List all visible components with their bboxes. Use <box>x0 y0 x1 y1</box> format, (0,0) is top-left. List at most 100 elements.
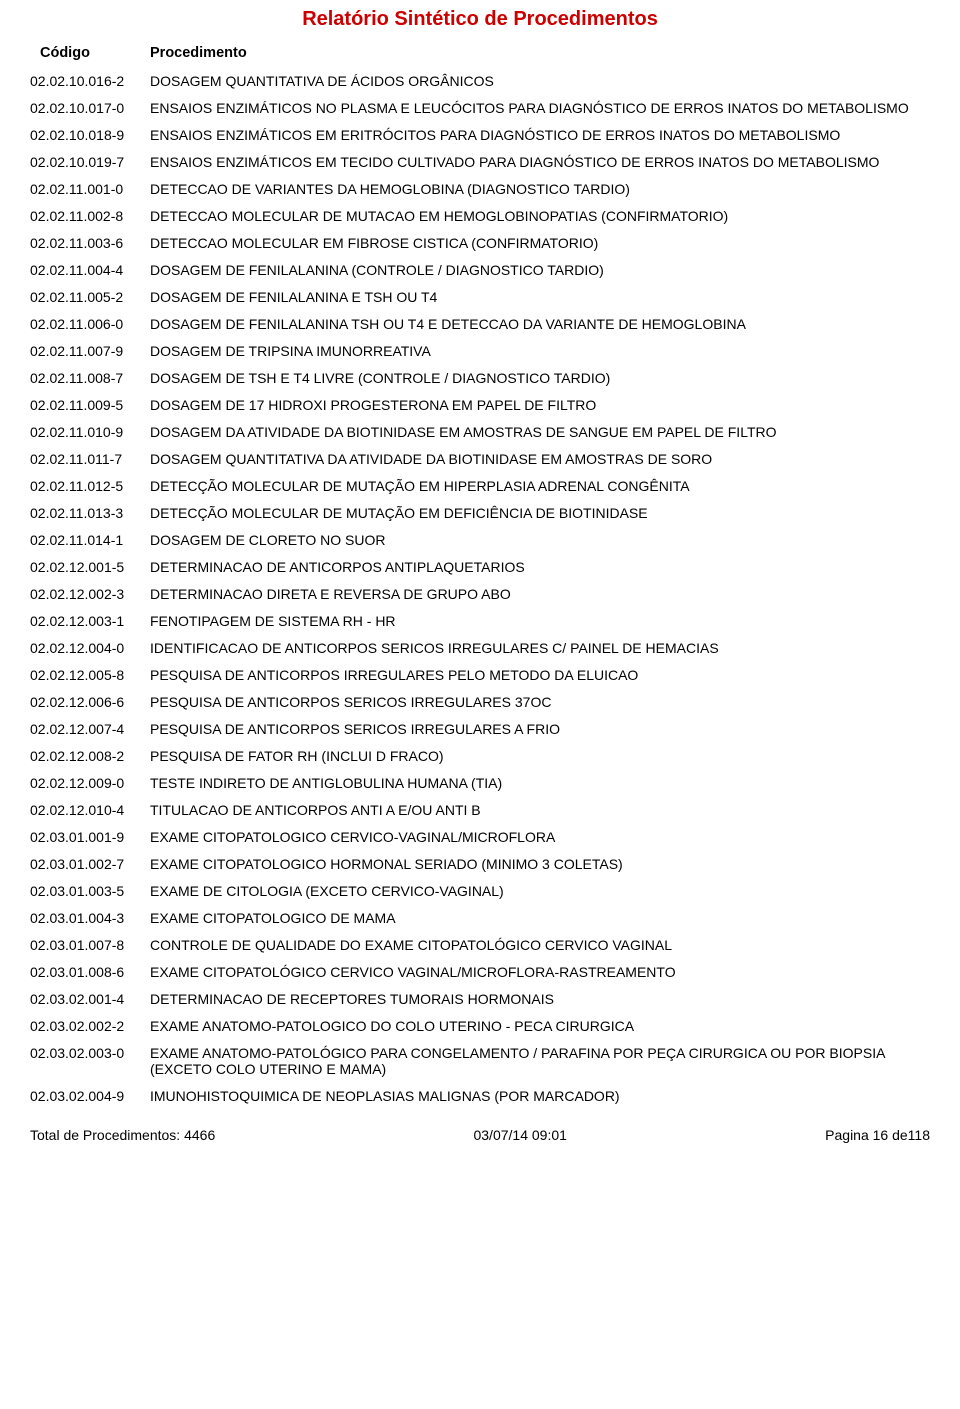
table-row: 02.02.12.007-4PESQUISA DE ANTICORPOS SER… <box>30 715 930 742</box>
row-procedure: EXAME CITOPATOLOGICO DE MAMA <box>150 910 930 926</box>
row-code: 02.02.12.001-5 <box>30 559 150 575</box>
table-row: 02.02.11.006-0DOSAGEM DE FENILALANINA TS… <box>30 310 930 337</box>
footer-total: Total de Procedimentos: 4466 <box>30 1127 215 1143</box>
row-code: 02.02.12.004-0 <box>30 640 150 656</box>
row-procedure: DOSAGEM DE FENILALANINA E TSH OU T4 <box>150 289 930 305</box>
row-code: 02.02.12.002-3 <box>30 586 150 602</box>
row-code: 02.03.02.004-9 <box>30 1088 150 1104</box>
row-procedure: EXAME ANATOMO-PATOLOGICO DO COLO UTERINO… <box>150 1018 930 1034</box>
table-body: 02.02.10.016-2DOSAGEM QUANTITATIVA DE ÁC… <box>30 67 930 1109</box>
row-code: 02.02.11.001-0 <box>30 181 150 197</box>
row-procedure: DETECÇÃO MOLECULAR DE MUTAÇÃO EM DEFICIÊ… <box>150 505 930 521</box>
row-code: 02.03.01.004-3 <box>30 910 150 926</box>
row-procedure: DETERMINACAO DE RECEPTORES TUMORAIS HORM… <box>150 991 930 1007</box>
row-code: 02.03.02.003-0 <box>30 1045 150 1077</box>
table-row: 02.02.11.011-7DOSAGEM QUANTITATIVA DA AT… <box>30 445 930 472</box>
row-code: 02.02.10.016-2 <box>30 73 150 89</box>
table-row: 02.03.02.002-2EXAME ANATOMO-PATOLOGICO D… <box>30 1012 930 1039</box>
row-code: 02.02.10.019-7 <box>30 154 150 170</box>
row-procedure: DOSAGEM QUANTITATIVA DE ÁCIDOS ORGÂNICOS <box>150 73 930 89</box>
row-code: 02.02.11.011-7 <box>30 451 150 467</box>
row-code: 02.02.12.003-1 <box>30 613 150 629</box>
row-procedure: DETERMINACAO DIRETA E REVERSA DE GRUPO A… <box>150 586 930 602</box>
row-procedure: EXAME CITOPATOLOGICO HORMONAL SERIADO (M… <box>150 856 930 872</box>
page-footer: Total de Procedimentos: 4466 03/07/14 09… <box>0 1109 960 1153</box>
table-row: 02.02.11.003-6DETECCAO MOLECULAR EM FIBR… <box>30 229 930 256</box>
row-procedure: CONTROLE DE QUALIDADE DO EXAME CITOPATOL… <box>150 937 930 953</box>
report-page: Relatório Sintético de Procedimentos Cód… <box>0 0 960 1109</box>
table-row: 02.02.10.019-7ENSAIOS ENZIMÁTICOS EM TEC… <box>30 148 930 175</box>
row-procedure: DOSAGEM DA ATIVIDADE DA BIOTINIDASE EM A… <box>150 424 930 440</box>
row-code: 02.02.11.004-4 <box>30 262 150 278</box>
table-row: 02.03.01.001-9EXAME CITOPATOLOGICO CERVI… <box>30 823 930 850</box>
table-row: 02.02.11.013-3DETECÇÃO MOLECULAR DE MUTA… <box>30 499 930 526</box>
table-row: 02.03.01.004-3EXAME CITOPATOLOGICO DE MA… <box>30 904 930 931</box>
row-procedure: DETECCAO MOLECULAR EM FIBROSE CISTICA (C… <box>150 235 930 251</box>
row-code: 02.03.01.007-8 <box>30 937 150 953</box>
row-code: 02.02.11.014-1 <box>30 532 150 548</box>
row-procedure: DOSAGEM DE TSH E T4 LIVRE (CONTROLE / DI… <box>150 370 930 386</box>
row-code: 02.02.11.010-9 <box>30 424 150 440</box>
row-code: 02.03.01.008-6 <box>30 964 150 980</box>
table-row: 02.03.01.007-8CONTROLE DE QUALIDADE DO E… <box>30 931 930 958</box>
row-procedure: ENSAIOS ENZIMÁTICOS NO PLASMA E LEUCÓCIT… <box>150 100 930 116</box>
table-row: 02.02.12.010-4TITULACAO DE ANTICORPOS AN… <box>30 796 930 823</box>
table-row: 02.02.10.018-9ENSAIOS ENZIMÁTICOS EM ERI… <box>30 121 930 148</box>
row-code: 02.02.11.005-2 <box>30 289 150 305</box>
row-code: 02.03.01.003-5 <box>30 883 150 899</box>
table-row: 02.03.02.004-9IMUNOHISTOQUIMICA DE NEOPL… <box>30 1082 930 1109</box>
table-row: 02.02.12.004-0IDENTIFICACAO DE ANTICORPO… <box>30 634 930 661</box>
table-row: 02.02.10.016-2DOSAGEM QUANTITATIVA DE ÁC… <box>30 67 930 94</box>
table-row: 02.02.11.010-9DOSAGEM DA ATIVIDADE DA BI… <box>30 418 930 445</box>
row-code: 02.02.10.017-0 <box>30 100 150 116</box>
table-row: 02.02.12.008-2PESQUISA DE FATOR RH (INCL… <box>30 742 930 769</box>
row-procedure: PESQUISA DE ANTICORPOS IRREGULARES PELO … <box>150 667 930 683</box>
row-procedure: DETECÇÃO MOLECULAR DE MUTAÇÃO EM HIPERPL… <box>150 478 930 494</box>
row-procedure: IMUNOHISTOQUIMICA DE NEOPLASIAS MALIGNAS… <box>150 1088 930 1104</box>
row-procedure: EXAME ANATOMO-PATOLÓGICO PARA CONGELAMEN… <box>150 1045 930 1077</box>
footer-timestamp: 03/07/14 09:01 <box>473 1127 566 1143</box>
report-title: Relatório Sintético de Procedimentos <box>30 8 930 31</box>
row-procedure: DOSAGEM DE TRIPSINA IMUNORREATIVA <box>150 343 930 359</box>
row-procedure: PESQUISA DE ANTICORPOS SERICOS IRREGULAR… <box>150 721 930 737</box>
table-row: 02.03.01.003-5EXAME DE CITOLOGIA (EXCETO… <box>30 877 930 904</box>
table-row: 02.02.12.009-0TESTE INDIRETO DE ANTIGLOB… <box>30 769 930 796</box>
table-row: 02.02.11.002-8DETECCAO MOLECULAR DE MUTA… <box>30 202 930 229</box>
row-code: 02.02.11.006-0 <box>30 316 150 332</box>
row-procedure: DETERMINACAO DE ANTICORPOS ANTIPLAQUETAR… <box>150 559 930 575</box>
row-code: 02.03.01.002-7 <box>30 856 150 872</box>
table-row: 02.02.11.005-2DOSAGEM DE FENILALANINA E … <box>30 283 930 310</box>
row-procedure: IDENTIFICACAO DE ANTICORPOS SERICOS IRRE… <box>150 640 930 656</box>
table-row: 02.02.11.014-1DOSAGEM DE CLORETO NO SUOR <box>30 526 930 553</box>
row-code: 02.02.11.013-3 <box>30 505 150 521</box>
row-code: 02.02.11.007-9 <box>30 343 150 359</box>
row-procedure: EXAME CITOPATOLÓGICO CERVICO VAGINAL/MIC… <box>150 964 930 980</box>
table-row: 02.03.02.001-4DETERMINACAO DE RECEPTORES… <box>30 985 930 1012</box>
header-code: Código <box>30 45 150 61</box>
row-procedure: DOSAGEM QUANTITATIVA DA ATIVIDADE DA BIO… <box>150 451 930 467</box>
table-row: 02.02.12.002-3DETERMINACAO DIRETA E REVE… <box>30 580 930 607</box>
row-procedure: DOSAGEM DE FENILALANINA (CONTROLE / DIAG… <box>150 262 930 278</box>
row-procedure: DETECCAO DE VARIANTES DA HEMOGLOBINA (DI… <box>150 181 930 197</box>
row-procedure: DETECCAO MOLECULAR DE MUTACAO EM HEMOGLO… <box>150 208 930 224</box>
row-procedure: TESTE INDIRETO DE ANTIGLOBULINA HUMANA (… <box>150 775 930 791</box>
row-code: 02.02.11.012-5 <box>30 478 150 494</box>
row-procedure: EXAME CITOPATOLOGICO CERVICO-VAGINAL/MIC… <box>150 829 930 845</box>
row-code: 02.02.11.003-6 <box>30 235 150 251</box>
row-procedure: ENSAIOS ENZIMÁTICOS EM TECIDO CULTIVADO … <box>150 154 930 170</box>
table-header: Código Procedimento <box>30 45 930 61</box>
table-row: 02.02.11.009-5DOSAGEM DE 17 HIDROXI PROG… <box>30 391 930 418</box>
row-code: 02.02.12.008-2 <box>30 748 150 764</box>
table-row: 02.02.12.005-8PESQUISA DE ANTICORPOS IRR… <box>30 661 930 688</box>
row-procedure: PESQUISA DE ANTICORPOS SERICOS IRREGULAR… <box>150 694 930 710</box>
row-code: 02.02.12.010-4 <box>30 802 150 818</box>
row-procedure: TITULACAO DE ANTICORPOS ANTI A E/OU ANTI… <box>150 802 930 818</box>
table-row: 02.02.11.001-0DETECCAO DE VARIANTES DA H… <box>30 175 930 202</box>
row-code: 02.02.12.005-8 <box>30 667 150 683</box>
table-row: 02.02.11.012-5DETECÇÃO MOLECULAR DE MUTA… <box>30 472 930 499</box>
row-code: 02.03.01.001-9 <box>30 829 150 845</box>
row-procedure: DOSAGEM DE CLORETO NO SUOR <box>150 532 930 548</box>
row-code: 02.02.12.009-0 <box>30 775 150 791</box>
table-row: 02.03.01.008-6EXAME CITOPATOLÓGICO CERVI… <box>30 958 930 985</box>
footer-page: Pagina 16 de118 <box>825 1127 930 1143</box>
